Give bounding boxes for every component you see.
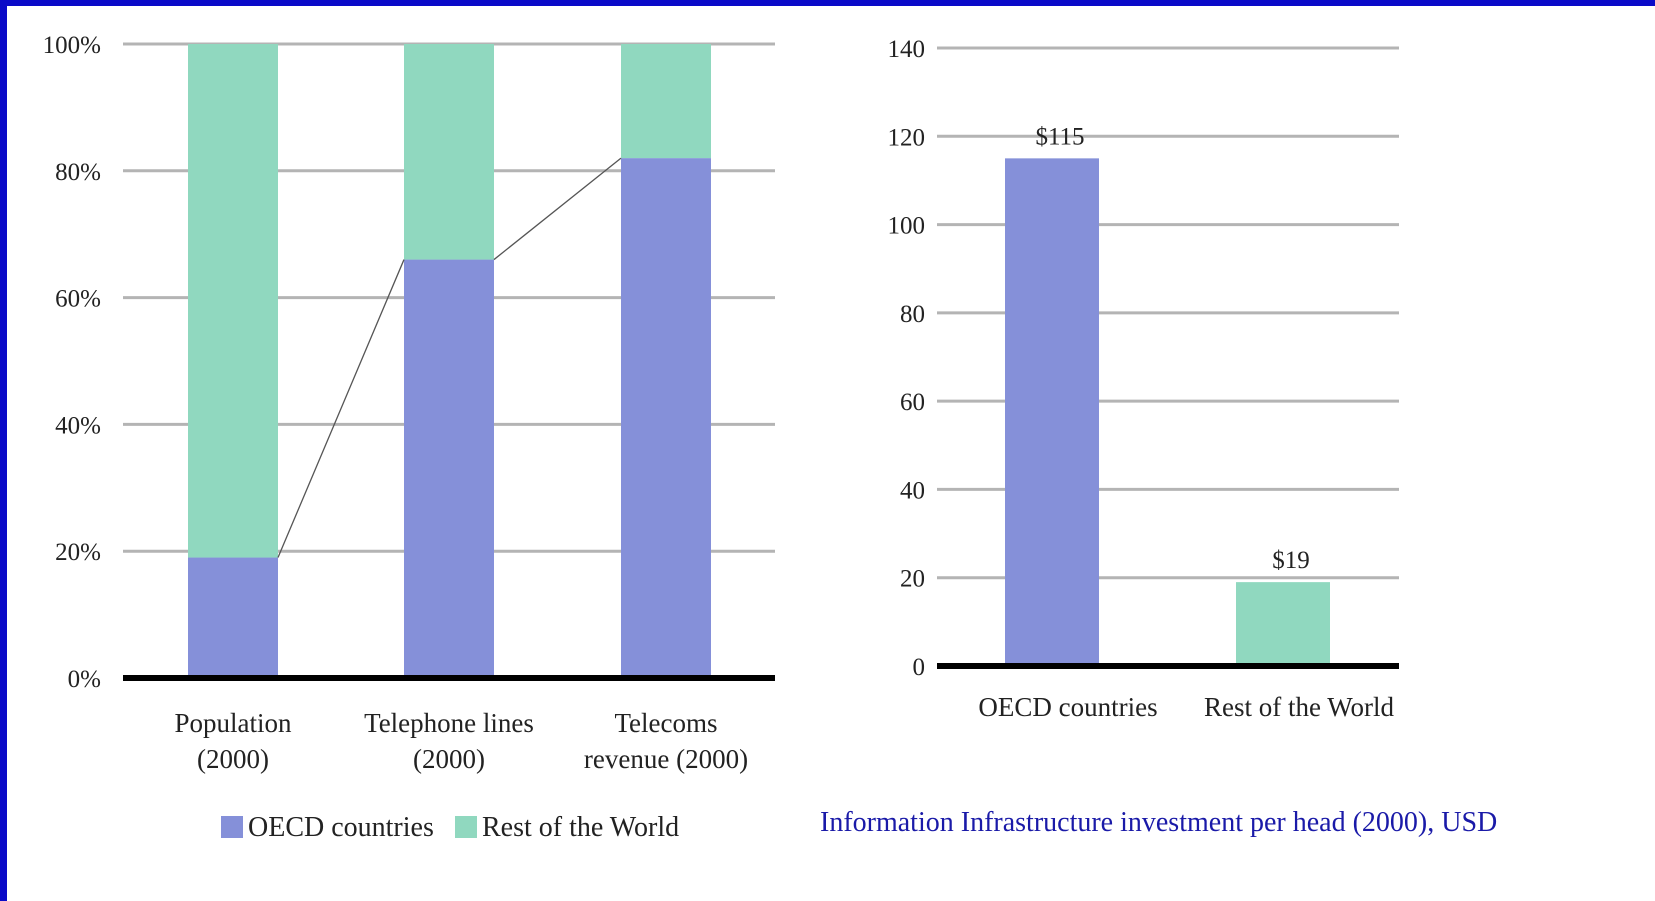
y-tick-label: 40 (900, 477, 925, 504)
bar-rest (1236, 582, 1330, 666)
bar-oecd (621, 158, 711, 678)
data-label: $19 (1272, 547, 1310, 574)
y-tick-label: 20% (55, 539, 101, 566)
legend-label: OECD countries (248, 812, 434, 843)
x-category-label: (2000) (197, 744, 269, 774)
bar-oecd (404, 259, 494, 678)
y-tick-label: 140 (888, 36, 926, 63)
bar-rest (188, 44, 278, 558)
y-tick-label: 100 (888, 213, 926, 240)
x-category-label: Telephone lines (364, 708, 534, 738)
bar-rest (404, 44, 494, 260)
legend-label: Rest of the World (482, 812, 679, 843)
data-label: $115 (1035, 123, 1084, 150)
legend-swatch-rest (455, 816, 477, 838)
y-tick-label: 80 (900, 301, 925, 328)
y-tick-label: 120 (888, 124, 926, 151)
stacked-share-chart: 0% 20% 40% 60% 80% 100% Population (2000) Teleph… (43, 32, 775, 843)
legend-swatch-oecd (221, 816, 243, 838)
bar-rest (621, 44, 711, 159)
x-category-label: Population (174, 708, 292, 738)
y-tick-label: 60 (900, 389, 925, 416)
y-tick-label: 40% (55, 412, 101, 439)
y-tick-label: 20 (900, 566, 925, 593)
investment-per-head-chart: 0 20 40 60 80 100 120 140 $115 OECD countries $19 R… (820, 36, 1497, 838)
charts-canvas: 0% 20% 40% 60% 80% 100% Population (2000) Teleph… (43, 32, 1498, 843)
x-category-label: Rest of the World (1204, 692, 1395, 722)
chart-caption: Information Infrastructure investment pe… (820, 807, 1497, 838)
slide-panel: 0% 20% 40% 60% 80% 100% Population (2000) Teleph… (7, 6, 1655, 901)
x-category-label: OECD countries (978, 692, 1157, 722)
y-tick-label: 0 (913, 654, 926, 681)
y-tick-label: 0% (68, 666, 101, 693)
y-tick-label: 80% (55, 159, 101, 186)
y-tick-label: 100% (43, 32, 101, 59)
bar-oecd (1005, 158, 1099, 666)
x-category-label: revenue (2000) (584, 744, 748, 774)
series-connector-line (277, 259, 405, 558)
y-tick-label: 60% (55, 286, 101, 313)
x-category-label: Telecoms (614, 708, 717, 738)
x-category-label: (2000) (413, 744, 485, 774)
series-connector-line (493, 157, 622, 261)
bar-oecd (188, 557, 278, 678)
